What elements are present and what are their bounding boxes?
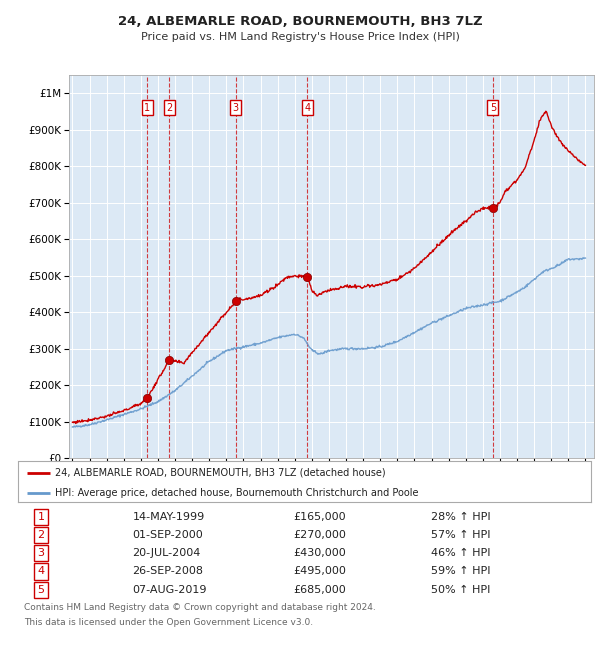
Text: Contains HM Land Registry data © Crown copyright and database right 2024.: Contains HM Land Registry data © Crown c… <box>24 603 376 612</box>
Text: 1: 1 <box>144 103 150 112</box>
Text: £495,000: £495,000 <box>293 567 346 577</box>
Text: 24, ALBEMARLE ROAD, BOURNEMOUTH, BH3 7LZ (detached house): 24, ALBEMARLE ROAD, BOURNEMOUTH, BH3 7LZ… <box>55 468 386 478</box>
Text: £685,000: £685,000 <box>293 585 346 595</box>
Text: 28% ↑ HPI: 28% ↑ HPI <box>431 512 490 522</box>
Text: 14-MAY-1999: 14-MAY-1999 <box>133 512 205 522</box>
Text: 57% ↑ HPI: 57% ↑ HPI <box>431 530 490 540</box>
Text: 01-SEP-2000: 01-SEP-2000 <box>133 530 203 540</box>
Text: 2: 2 <box>166 103 173 112</box>
Text: 20-JUL-2004: 20-JUL-2004 <box>133 549 201 558</box>
Text: £270,000: £270,000 <box>293 530 346 540</box>
Text: 2: 2 <box>37 530 44 540</box>
Text: HPI: Average price, detached house, Bournemouth Christchurch and Poole: HPI: Average price, detached house, Bour… <box>55 488 419 498</box>
Text: 26-SEP-2008: 26-SEP-2008 <box>133 567 203 577</box>
Text: 46% ↑ HPI: 46% ↑ HPI <box>431 549 490 558</box>
Text: 3: 3 <box>233 103 239 112</box>
Text: 5: 5 <box>37 585 44 595</box>
Text: 1: 1 <box>37 512 44 522</box>
Text: 50% ↑ HPI: 50% ↑ HPI <box>431 585 490 595</box>
Text: 24, ALBEMARLE ROAD, BOURNEMOUTH, BH3 7LZ: 24, ALBEMARLE ROAD, BOURNEMOUTH, BH3 7LZ <box>118 15 482 28</box>
Text: 59% ↑ HPI: 59% ↑ HPI <box>431 567 490 577</box>
Text: Price paid vs. HM Land Registry's House Price Index (HPI): Price paid vs. HM Land Registry's House … <box>140 32 460 42</box>
Text: 5: 5 <box>490 103 496 112</box>
Text: 3: 3 <box>37 549 44 558</box>
Text: 07-AUG-2019: 07-AUG-2019 <box>133 585 207 595</box>
Text: £430,000: £430,000 <box>293 549 346 558</box>
Text: This data is licensed under the Open Government Licence v3.0.: This data is licensed under the Open Gov… <box>24 618 313 627</box>
Text: £165,000: £165,000 <box>293 512 346 522</box>
Text: 4: 4 <box>304 103 310 112</box>
Text: 4: 4 <box>37 567 44 577</box>
